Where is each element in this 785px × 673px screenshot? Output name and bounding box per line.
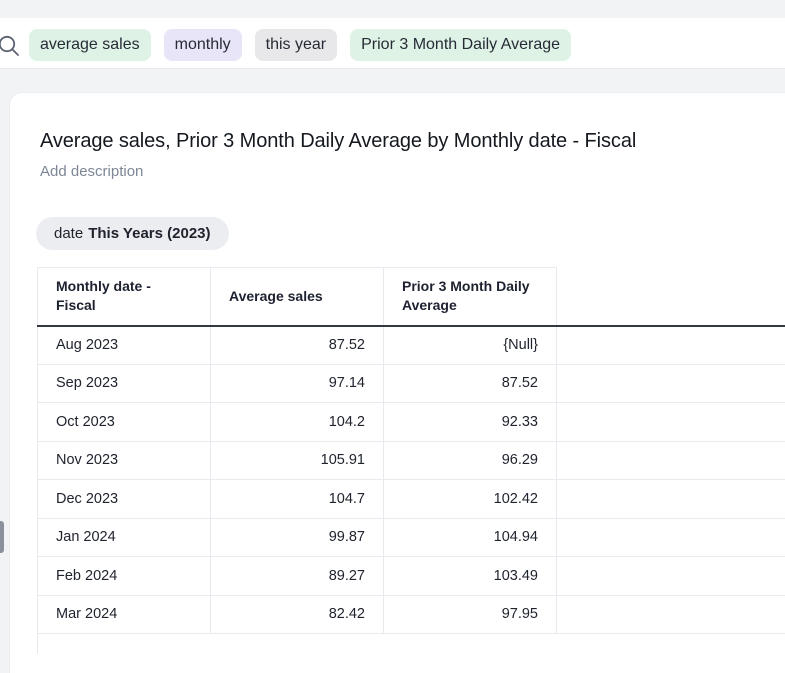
table-cell: 103.49: [384, 557, 557, 596]
table-cell: 97.95: [384, 595, 557, 634]
table-cell: 104.7: [211, 480, 384, 519]
table-cell: {Null}: [384, 326, 557, 365]
table-row: Aug 2023 87.52 {Null}: [38, 326, 785, 365]
table-cell: Dec 2023: [38, 480, 211, 519]
table-cell: Nov 2023: [38, 441, 211, 480]
table-cell: Feb 2024: [38, 557, 211, 596]
table-cell-filler: [557, 364, 785, 403]
date-filter-chip[interactable]: date This Years (2023): [36, 217, 229, 250]
table-cell: 102.42: [384, 480, 557, 519]
table-header-row: Monthly date - Fiscal Average sales Prio…: [38, 268, 785, 326]
table-cell: 104.2: [211, 403, 384, 442]
table-cell-filler: [557, 441, 785, 480]
search-bar[interactable]: average sales monthly this year Prior 3 …: [0, 18, 785, 69]
table-cell-filler: [557, 557, 785, 596]
search-token-monthly[interactable]: monthly: [164, 29, 242, 61]
table-cell: 105.91: [211, 441, 384, 480]
add-description-placeholder[interactable]: Add description: [40, 163, 785, 181]
table-cell: 99.87: [211, 518, 384, 557]
filter-row: date This Years (2023): [36, 217, 785, 250]
table-cell: 97.14: [211, 364, 384, 403]
table-cell: Aug 2023: [38, 326, 211, 365]
filter-value-label: This Years (2023): [88, 225, 210, 242]
table-row: Nov 2023 105.91 96.29: [38, 441, 785, 480]
search-token-this-year[interactable]: this year: [255, 29, 337, 61]
table-row: Mar 2024 82.42 97.95: [38, 595, 785, 634]
column-header-filler: [557, 268, 785, 326]
column-header-average-sales[interactable]: Average sales: [211, 268, 384, 326]
table-row: Oct 2023 104.2 92.33: [38, 403, 785, 442]
table-cell: 82.42: [211, 595, 384, 634]
table-cell: 96.29: [384, 441, 557, 480]
table-cell: 104.94: [384, 518, 557, 557]
table-cell-filler: [557, 518, 785, 557]
search-token-average-sales[interactable]: average sales: [29, 29, 151, 61]
table-cell-filler: [557, 595, 785, 634]
table-cell: Oct 2023: [38, 403, 211, 442]
column-header-monthly-date[interactable]: Monthly date - Fiscal: [38, 268, 211, 326]
column-header-prior-3-month[interactable]: Prior 3 Month Daily Average: [384, 268, 557, 326]
table-cell-filler: [557, 403, 785, 442]
table-cell: 92.33: [384, 403, 557, 442]
page-title: Average sales, Prior 3 Month Daily Avera…: [40, 129, 785, 153]
table-cell-filler: [557, 326, 785, 365]
table-cell: Jan 2024: [38, 518, 211, 557]
table-cell: 89.27: [211, 557, 384, 596]
filter-field-label: date: [54, 225, 83, 242]
table-left-edge-stub: [37, 634, 211, 654]
table-row: Sep 2023 97.14 87.52: [38, 364, 785, 403]
table-cell: Sep 2023: [38, 364, 211, 403]
left-scrollbar-thumb[interactable]: [0, 521, 4, 553]
search-token-prior-3-month[interactable]: Prior 3 Month Daily Average: [350, 29, 571, 61]
table-row: Dec 2023 104.7 102.42: [38, 480, 785, 519]
table-cell: Mar 2024: [38, 595, 211, 634]
table-cell: 87.52: [384, 364, 557, 403]
table-cell: 87.52: [211, 326, 384, 365]
table-row: Jan 2024 99.87 104.94: [38, 518, 785, 557]
table-row: Feb 2024 89.27 103.49: [38, 557, 785, 596]
search-token-list: average sales monthly this year Prior 3 …: [29, 29, 571, 61]
results-table: Monthly date - Fiscal Average sales Prio…: [37, 267, 785, 634]
answer-card: Average sales, Prior 3 Month Daily Avera…: [10, 93, 785, 673]
search-icon: [0, 34, 21, 58]
table-cell-filler: [557, 480, 785, 519]
